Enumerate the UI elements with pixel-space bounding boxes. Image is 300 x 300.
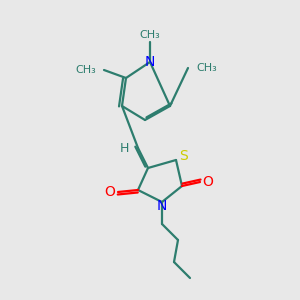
Text: CH₃: CH₃ (140, 30, 160, 40)
Text: S: S (178, 149, 188, 163)
Text: H: H (119, 142, 129, 154)
Text: O: O (105, 185, 116, 199)
Text: N: N (157, 199, 167, 213)
Text: N: N (145, 55, 155, 69)
Text: O: O (202, 175, 213, 189)
Text: CH₃: CH₃ (196, 63, 217, 73)
Text: CH₃: CH₃ (75, 65, 96, 75)
